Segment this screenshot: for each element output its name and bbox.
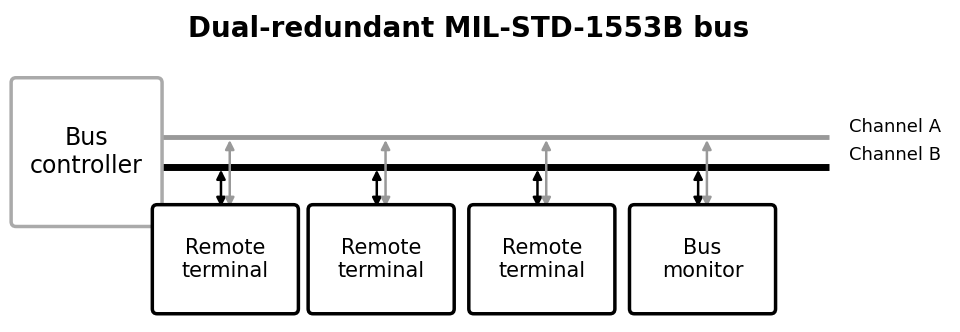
Text: Channel B: Channel B — [849, 146, 941, 164]
FancyBboxPatch shape — [12, 78, 162, 226]
FancyBboxPatch shape — [153, 205, 299, 314]
Text: Remote
terminal: Remote terminal — [338, 238, 424, 281]
Text: Bus
monitor: Bus monitor — [661, 238, 743, 281]
Text: Bus
controller: Bus controller — [30, 126, 143, 178]
Text: Remote
terminal: Remote terminal — [181, 238, 269, 281]
FancyBboxPatch shape — [630, 205, 776, 314]
Text: Channel A: Channel A — [849, 118, 941, 136]
FancyBboxPatch shape — [308, 205, 454, 314]
Text: Remote
terminal: Remote terminal — [498, 238, 586, 281]
Text: Dual-redundant MIL-STD-1553B bus: Dual-redundant MIL-STD-1553B bus — [188, 15, 750, 43]
FancyBboxPatch shape — [468, 205, 615, 314]
